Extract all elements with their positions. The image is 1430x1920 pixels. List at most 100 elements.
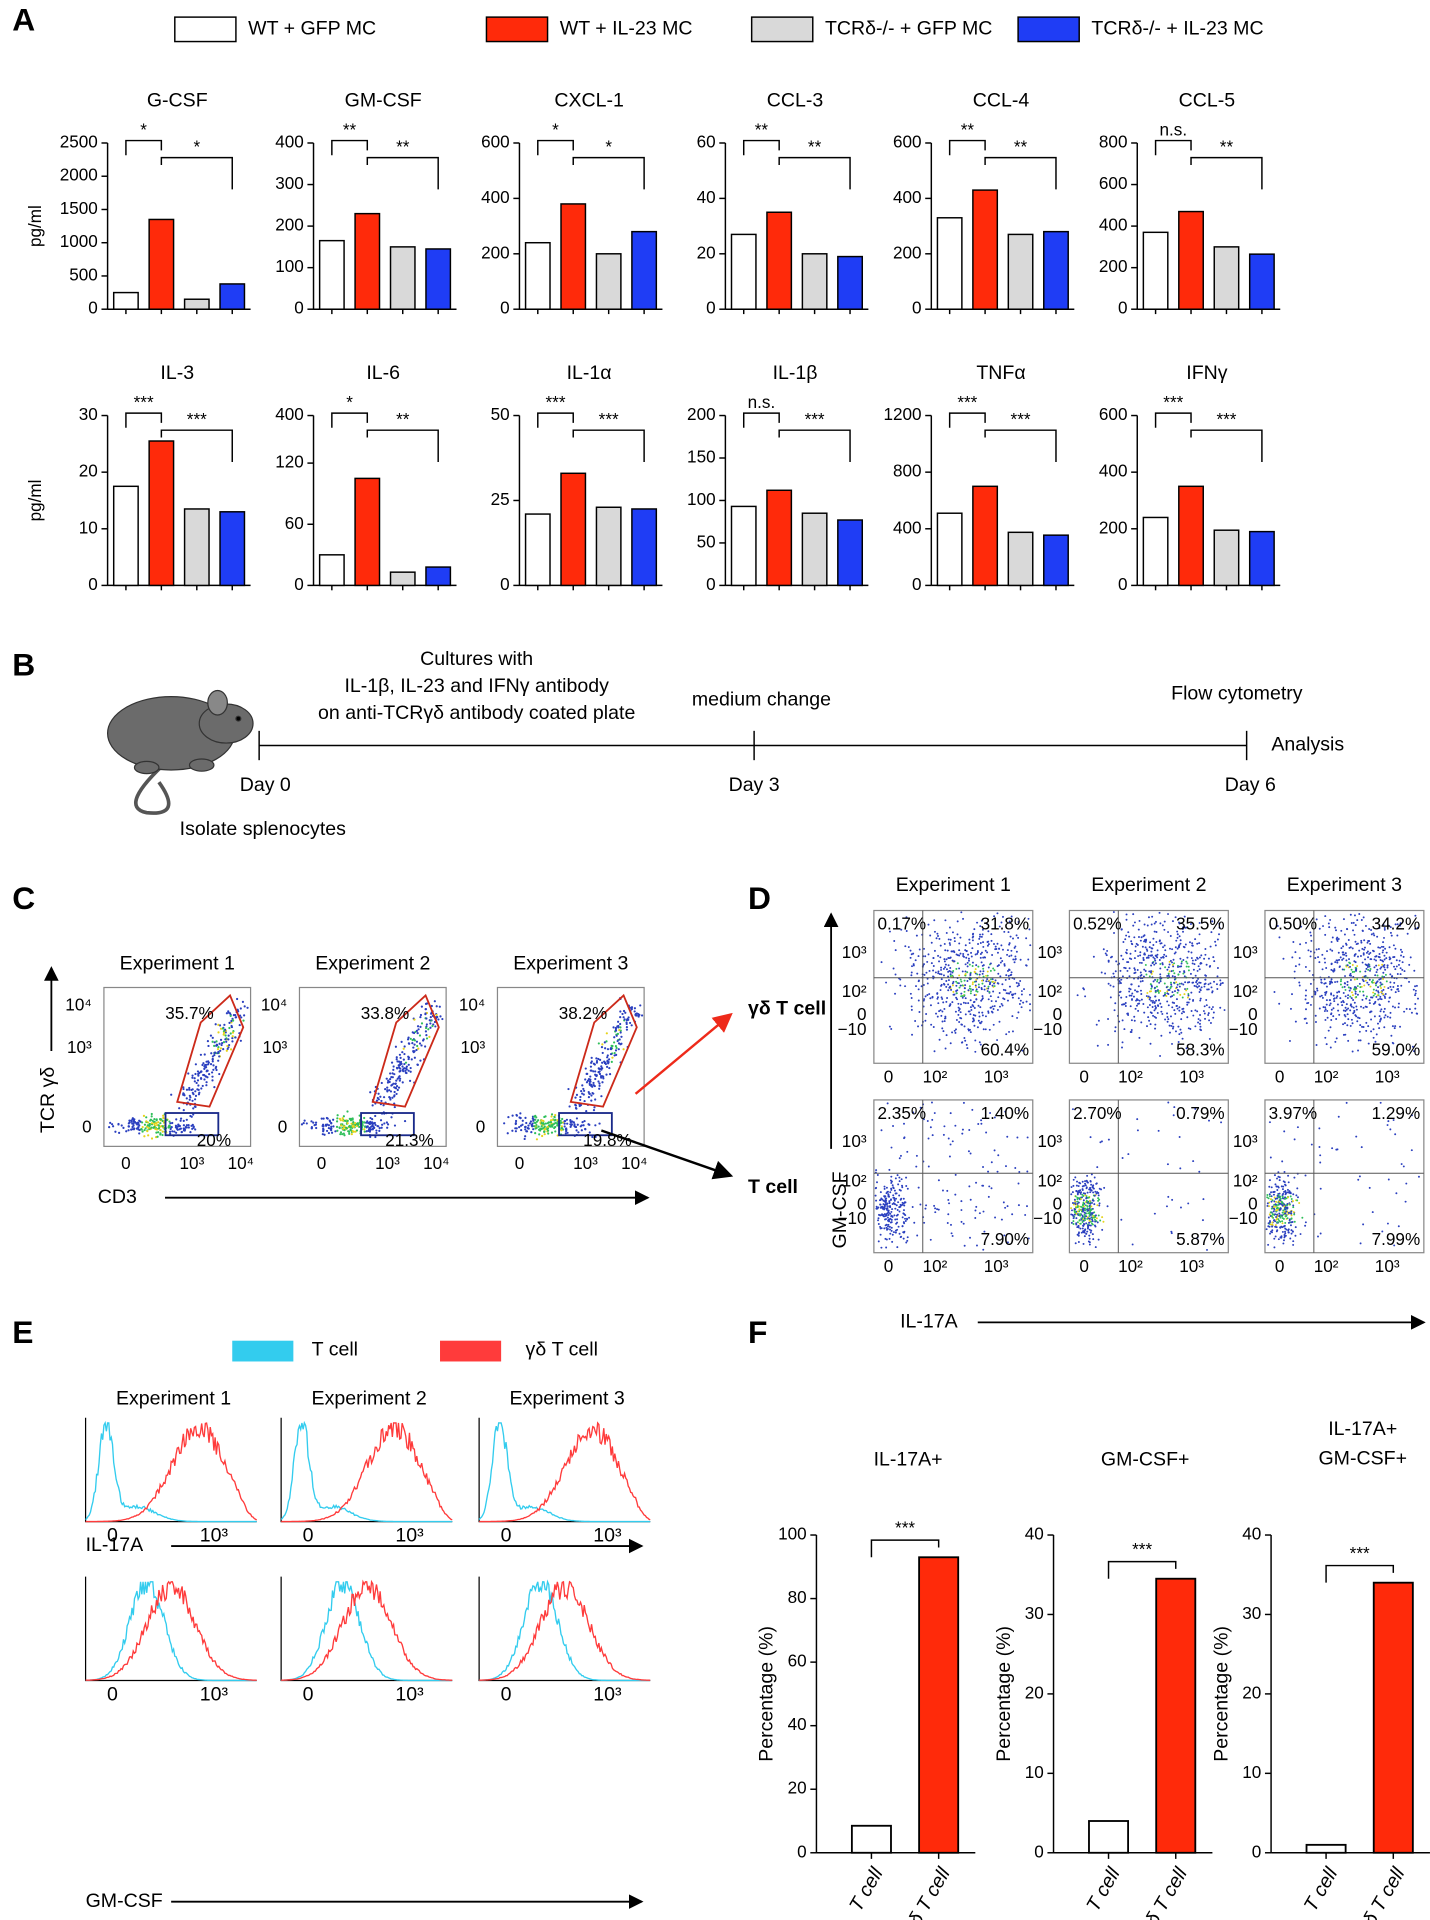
event-dot	[974, 1209, 977, 1212]
event-dot	[1134, 989, 1137, 992]
event-dot	[963, 987, 966, 990]
event-dot	[997, 964, 1000, 967]
population-label: γδ T cell	[748, 998, 826, 1020]
legend-label: WT + IL-23 MC	[560, 18, 693, 40]
event-dot	[1324, 993, 1327, 996]
event-dot	[1316, 989, 1319, 992]
event-dot	[887, 1225, 889, 1228]
event-dot	[1076, 1190, 1078, 1193]
event-dot	[976, 951, 979, 954]
event-dot	[947, 983, 950, 986]
event-dot	[413, 1050, 416, 1053]
event-dot	[1128, 990, 1131, 993]
event-dot	[424, 1045, 427, 1048]
event-dot	[1396, 972, 1399, 975]
event-dot	[1372, 988, 1375, 991]
event-dot	[1361, 978, 1364, 981]
quadrant-percent: 0.52%	[1073, 915, 1122, 934]
event-dot	[973, 928, 976, 931]
bar	[1305, 1843, 1347, 1854]
event-dot	[1121, 975, 1124, 978]
event-dot	[197, 1084, 200, 1087]
bar	[766, 211, 793, 310]
event-dot	[1275, 1200, 1278, 1203]
event-dot	[225, 1012, 229, 1015]
event-dot	[1180, 965, 1183, 968]
event-dot	[1095, 1192, 1098, 1195]
event-dot	[180, 1131, 183, 1134]
event-dot	[982, 967, 985, 970]
event-dot	[179, 1127, 182, 1130]
event-dot	[346, 1119, 349, 1122]
event-dot	[1136, 969, 1139, 971]
y-tick-label: 100	[275, 257, 304, 276]
event-dot	[1028, 993, 1031, 996]
event-dot	[1094, 1214, 1097, 1217]
event-dot	[1184, 981, 1187, 984]
event-dot	[1006, 1205, 1009, 1208]
event-dot	[1382, 941, 1385, 944]
event-dot	[997, 1154, 1000, 1157]
significance-label: ***	[1216, 410, 1236, 429]
y-tick-label: 20	[79, 462, 98, 481]
event-dot	[1008, 920, 1011, 923]
legend-swatch	[485, 16, 549, 43]
event-dot	[1336, 980, 1339, 983]
event-dot	[905, 1241, 908, 1244]
event-dot	[1138, 1002, 1141, 1005]
event-dot	[1113, 1009, 1116, 1012]
event-dot	[153, 1125, 156, 1128]
event-dot	[1166, 1012, 1169, 1015]
x-tick-label: 10³	[395, 1524, 424, 1546]
event-dot	[1218, 926, 1221, 929]
event-dot	[1130, 1019, 1133, 1022]
event-dot	[217, 1031, 220, 1034]
event-dot	[1287, 1231, 1290, 1234]
event-dot	[1408, 980, 1411, 983]
event-dot	[1192, 981, 1195, 984]
event-dot	[1154, 978, 1157, 981]
event-dot	[955, 992, 958, 995]
event-dot	[1360, 941, 1363, 944]
gate-gamma-delta	[569, 993, 638, 1108]
event-dot	[980, 1020, 983, 1023]
chart-title: IL-3	[160, 362, 194, 384]
event-dot	[514, 1119, 518, 1123]
event-dot	[1272, 1206, 1275, 1209]
event-dot	[1207, 957, 1210, 960]
y-tick-label: 1000	[60, 232, 98, 251]
event-dot	[1006, 953, 1009, 956]
event-dot	[1193, 984, 1196, 987]
event-dot	[225, 1049, 228, 1052]
event-dot	[110, 1123, 114, 1126]
event-dot	[1090, 1189, 1093, 1192]
event-dot	[564, 1129, 568, 1133]
event-dot	[618, 1038, 621, 1041]
event-dot	[1383, 954, 1386, 957]
event-dot	[1153, 1001, 1156, 1004]
event-dot	[971, 983, 974, 986]
event-dot	[888, 1202, 891, 1205]
event-dot	[1383, 985, 1386, 988]
event-dot	[898, 1194, 901, 1197]
event-dot	[920, 985, 923, 988]
gate-percent: 33.8%	[361, 1004, 410, 1023]
event-dot	[1219, 979, 1222, 982]
event-dot	[576, 1123, 579, 1126]
event-dot	[1334, 961, 1337, 964]
event-dot	[1203, 985, 1206, 988]
event-dot	[1404, 1200, 1407, 1203]
event-dot	[420, 1044, 423, 1047]
event-dot	[1152, 980, 1155, 983]
event-dot	[1195, 981, 1198, 984]
event-dot	[1354, 992, 1357, 995]
event-dot	[1366, 941, 1369, 944]
event-dot	[1179, 1206, 1182, 1209]
event-dot	[1385, 957, 1388, 960]
event-dot	[979, 935, 981, 938]
event-dot	[910, 971, 913, 974]
event-dot	[1102, 948, 1105, 951]
event-dot	[1392, 956, 1395, 959]
event-dot	[1202, 1198, 1205, 1201]
event-dot	[1159, 1054, 1162, 1057]
